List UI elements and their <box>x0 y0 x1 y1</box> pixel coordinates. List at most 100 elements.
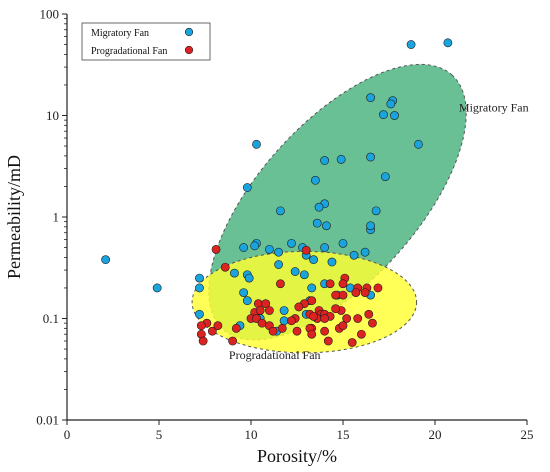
progradational-fan-point <box>364 309 374 319</box>
y-tick-label: 0.1 <box>43 311 59 326</box>
migratory-fan-point <box>322 221 331 231</box>
migratory-fan-point <box>309 255 318 265</box>
legend-label-migratory: Migratory Fan <box>91 28 149 39</box>
axis-ticks: 0 5 10 15 20 25 0.01 0.1 1 10 100 <box>36 7 533 443</box>
progradational-fan-point <box>231 323 241 333</box>
migratory-fan-point <box>276 206 285 216</box>
x-tick-label: 5 <box>156 427 163 442</box>
progradational-fan-point <box>264 306 274 315</box>
progradational-fan-point <box>255 306 265 315</box>
migratory-fan-point <box>380 172 390 182</box>
migratory-fan-point <box>320 156 329 165</box>
progradational-fan-point <box>276 279 285 289</box>
migratory-fan-point <box>279 316 289 326</box>
migratory-fan-point <box>244 273 254 283</box>
progradational-fan-point <box>323 336 333 346</box>
progradational-fan-point <box>196 321 206 331</box>
progradational-fan-point <box>294 302 304 312</box>
migratory-fan-point <box>152 283 162 293</box>
progradational-fan-point <box>220 262 230 272</box>
progradational-fan-point <box>287 316 296 326</box>
progradational-fan-point <box>228 336 237 346</box>
migratory-fan-point <box>366 152 375 162</box>
progradational-fan-point <box>342 314 352 323</box>
migratory-fan-point <box>314 202 324 212</box>
migratory-fan-point <box>287 238 296 248</box>
progradational-fan-point <box>213 321 223 331</box>
progradational-fan-point <box>325 279 335 289</box>
progradational-fan-point <box>338 290 348 300</box>
progradational-fan-point <box>277 323 287 333</box>
progradational-fan-point <box>268 326 278 336</box>
progradational-fan-point <box>373 283 383 293</box>
legend: Migratory Fan Progradational Fan <box>81 22 211 61</box>
migratory-fan-point <box>274 260 283 269</box>
migratory-fan-point <box>195 309 204 319</box>
y-tick-label: 1 <box>53 210 60 225</box>
y-tick-label: 100 <box>40 7 60 22</box>
y-tick-label: 0.01 <box>36 413 59 428</box>
migratory-fan-point <box>239 288 249 297</box>
migratory-fan-point <box>443 38 453 48</box>
progradational-fan-point <box>338 321 348 331</box>
migratory-fan-point <box>366 93 375 103</box>
legend-marker-progradational <box>184 45 194 55</box>
progradational-fan-point <box>257 318 267 328</box>
y-tick-label: 10 <box>46 108 59 123</box>
migratory-fan-point <box>360 247 370 257</box>
migratory-fan-point <box>336 154 346 164</box>
x-tick-label: 0 <box>64 427 71 442</box>
migratory-fan-point <box>195 283 204 293</box>
progradational-fan-point <box>338 279 348 289</box>
progradational-fan-point <box>211 244 221 254</box>
migratory-fan-point <box>274 247 283 257</box>
region-annotations: Migratory Fan Progradational Fan <box>229 100 529 362</box>
migratory-fan-point <box>327 257 337 267</box>
progradational-fan-point <box>331 304 341 314</box>
progradational-fan-point <box>331 290 341 300</box>
x-tick-label: 15 <box>337 427 350 442</box>
migratory-fan-point <box>230 268 239 278</box>
data-points <box>101 38 453 347</box>
migratory-fan-point <box>386 99 396 109</box>
migratory-fan-point <box>279 306 289 315</box>
progradational-fan-point <box>356 329 366 339</box>
x-tick-label: 20 <box>429 427 442 442</box>
migratory-fan-point <box>239 243 249 252</box>
progradational-fan-point <box>320 326 329 336</box>
progradational-fan-point <box>368 318 377 328</box>
migratory-fan-point <box>290 267 300 276</box>
progradational-fan-point <box>307 329 317 339</box>
migratory-fan-point <box>264 244 274 254</box>
progradational-fan-point <box>198 336 208 346</box>
migratory-fan-point <box>101 255 111 265</box>
progradational-fan-point <box>207 326 217 336</box>
migratory-fan-point <box>252 139 261 149</box>
migratory-fan-point <box>242 296 252 306</box>
migratory-fan-point <box>390 111 399 120</box>
x-axis-title: Porosity/% <box>257 446 337 466</box>
migratory-fan-point <box>379 110 388 120</box>
migratory-fan-point <box>406 40 416 49</box>
migratory-fan-point <box>320 243 329 252</box>
migratory-fan-point <box>307 283 317 293</box>
migratory-fan-point <box>242 183 252 192</box>
x-tick-label: 10 <box>245 427 258 442</box>
migratory-fan-point <box>312 218 322 228</box>
progradational-fan-point <box>351 288 361 297</box>
y-axis-title: Permeability/mD <box>4 155 24 279</box>
migratory-fan-annotation: Migratory Fan <box>459 100 529 114</box>
progradational-fan-point <box>320 314 329 323</box>
legend-label-progradational: Progradational Fan <box>91 46 167 57</box>
progradational-fan-point <box>292 326 302 336</box>
progradational-fan-annotation: Progradational Fan <box>229 348 321 362</box>
progradational-fan-point <box>347 338 357 347</box>
progradational-fan-point <box>301 245 311 255</box>
migratory-fan-point <box>195 273 204 283</box>
progradational-fan-point <box>353 314 363 323</box>
progradational-fan-point <box>309 311 318 321</box>
progradational-fan-point <box>261 299 271 309</box>
progradational-fan-point <box>307 296 317 306</box>
migratory-fan-point <box>250 241 260 251</box>
